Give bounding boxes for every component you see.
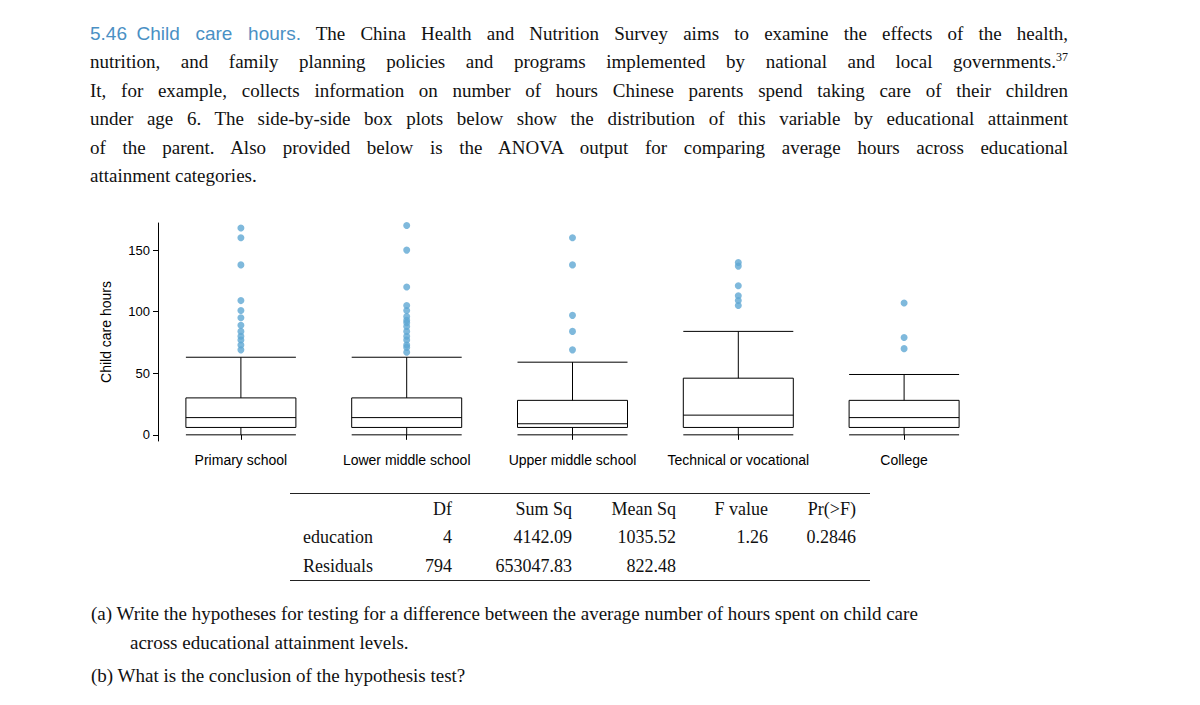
html-text:It, for example, collects info: It, for example, collects information on… [90, 80, 1068, 101]
html-text:of the parent. Also provided b: of the parent. Also provided below is th… [90, 137, 1068, 158]
html-text:F value: F value [714, 499, 768, 519]
html-text:(b) What is the conclusion of: (b) What is the conclusion of the hypoth… [91, 665, 466, 686]
html-text:Residuals: Residuals [303, 556, 373, 576]
svg-text:50: 50 [136, 366, 150, 381]
svg-text:Lower middle school: Lower middle school [343, 452, 471, 468]
svg-text:150: 150 [128, 243, 150, 258]
html-text:5.46 Child care hours. The Chi: 5.46 Child care hours. The China Health … [90, 23, 1068, 44]
html-text:822.48: 822.48 [626, 556, 676, 576]
html-text:4142.09: 4142.09 [513, 527, 572, 547]
html-text:Sum Sq: Sum Sq [515, 499, 572, 519]
svg-text:College: College [880, 452, 928, 468]
html-text:attainment categories.: attainment categories. [90, 165, 257, 186]
html-text:794: 794 [425, 556, 452, 576]
html-text:(a) Write the hypotheses for t: (a) Write the hypotheses for testing for… [91, 603, 918, 624]
html-text:education: education [303, 527, 373, 547]
html-text:Pr(>F): Pr(>F) [807, 499, 856, 519]
svg-text:0: 0 [143, 427, 150, 442]
svg-text:Upper middle school: Upper middle school [509, 452, 637, 468]
svg-text:Primary school: Primary school [195, 452, 288, 468]
html-text:653047.83: 653047.83 [495, 556, 572, 576]
html-text:Mean Sq: Mean Sq [611, 499, 676, 519]
html-text:Df: Df [433, 499, 452, 519]
html-text:under age 6. The side-by-side: under age 6. The side-by-side box plots … [90, 108, 1068, 129]
html-text:across educational attainment: across educational attainment levels. [130, 632, 409, 653]
svg-text:Child care hours: Child care hours [98, 281, 114, 383]
html-text:0.2846: 0.2846 [806, 527, 856, 547]
html-text:1035.52: 1035.52 [617, 527, 676, 547]
html-text:4: 4 [443, 527, 452, 547]
svg-text:100: 100 [128, 304, 150, 319]
html-text:nutrition, and family planning: nutrition, and family planning policies … [90, 49, 1068, 72]
svg-text:Technical or vocational: Technical or vocational [667, 452, 809, 468]
html-text:1.26: 1.26 [736, 527, 768, 547]
